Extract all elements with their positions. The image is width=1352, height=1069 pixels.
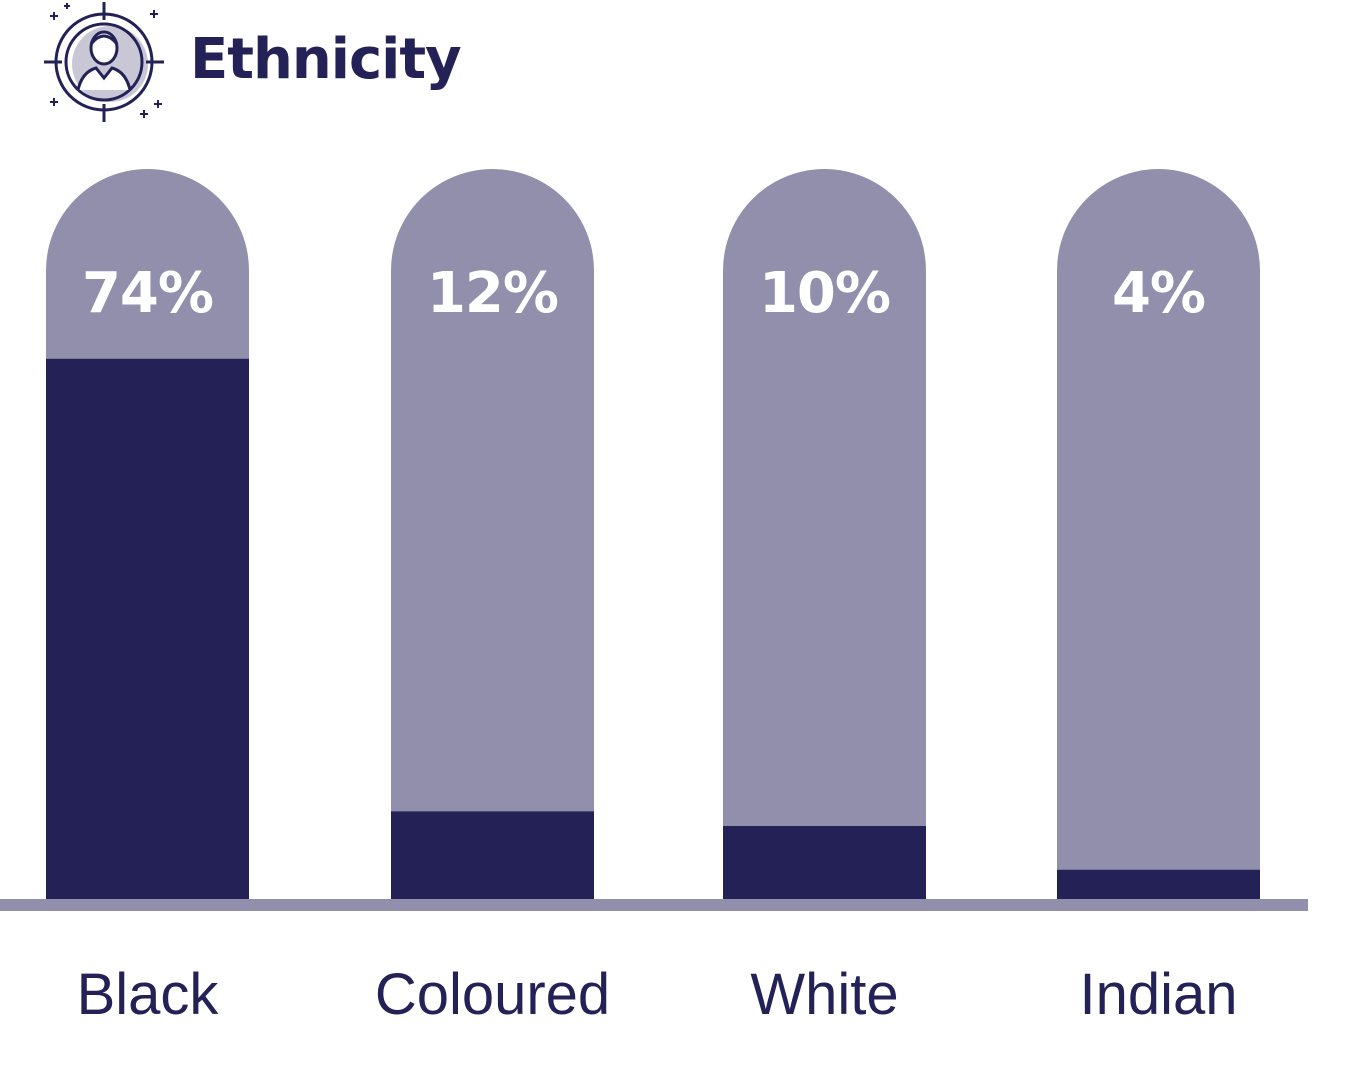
chart-title: Ethnicity [190, 27, 462, 92]
category-label-black: Black [77, 962, 220, 1027]
bar-track-indian [1057, 168, 1260, 899]
bars-group [46, 168, 1260, 899]
category-label-white: White [750, 962, 898, 1027]
category-label-coloured: Coloured [375, 962, 610, 1027]
bar-fill-white [723, 826, 926, 899]
value-label-indian: 4% [1112, 261, 1205, 326]
value-label-black: 74% [82, 261, 213, 326]
person-target-icon [44, 2, 164, 122]
bar-track-white [723, 168, 926, 899]
category-label-indian: Indian [1079, 962, 1237, 1027]
bar-fill-coloured [391, 811, 594, 899]
labels-group: 74% Black 12% Coloured 10% White 4% Indian [77, 261, 1238, 1027]
value-label-coloured: 12% [427, 261, 558, 326]
value-label-white: 10% [759, 261, 890, 326]
bar-fill-black [46, 358, 249, 899]
bar-fill-indian [1057, 869, 1260, 899]
chart-baseline [0, 899, 1308, 911]
bar-track-coloured [391, 168, 594, 899]
chart-header: Ethnicity [40, 0, 640, 125]
